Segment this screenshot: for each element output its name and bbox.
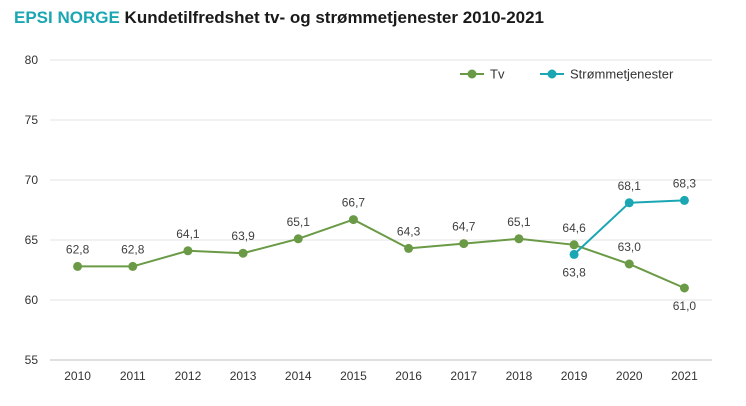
data-point: [569, 240, 579, 250]
data-point: [679, 195, 689, 205]
data-label: 64,6: [562, 221, 586, 235]
data-label: 65,1: [507, 215, 531, 229]
title-label: Kundetilfredshet tv- og strømmetjenester…: [124, 8, 545, 27]
y-tick-label: 65: [25, 233, 39, 247]
x-axis-ticks: 2010 2011 2012 2013 2014 2015 2016 2017 2018 2019…: [64, 369, 698, 383]
y-tick-label: 70: [25, 173, 39, 187]
x-tick-label: 2019: [561, 369, 588, 383]
x-tick-label: 2013: [230, 369, 257, 383]
data-point: [514, 234, 524, 244]
data-point: [238, 248, 248, 258]
data-point: [569, 249, 579, 259]
data-point: [128, 261, 138, 271]
legend-label: Tv: [490, 67, 505, 82]
series-1: 63,8 68,1 68,3: [562, 176, 696, 279]
data-label: 65,1: [287, 215, 311, 229]
legend-marker: [467, 69, 477, 79]
data-point: [624, 198, 634, 208]
x-tick-label: 2012: [175, 369, 202, 383]
y-tick-label: 75: [25, 113, 39, 127]
data-point: [348, 215, 358, 225]
y-tick-label: 80: [25, 53, 39, 67]
data-label: 61,0: [673, 299, 697, 313]
gridlines: [50, 59, 712, 361]
data-label: 64,1: [176, 227, 200, 241]
legend: Tv Strømmetjenester: [460, 67, 674, 82]
y-tick-label: 60: [25, 293, 39, 307]
x-tick-label: 2021: [671, 369, 698, 383]
data-label: 66,7: [342, 196, 366, 210]
data-label: 68,1: [618, 179, 642, 193]
data-label: 63,9: [231, 229, 255, 243]
chart-title: EPSI NORGE Kundetilfredshet tv- og strøm…: [14, 8, 544, 28]
data-point: [293, 234, 303, 244]
x-tick-label: 2020: [616, 369, 643, 383]
x-tick-label: 2011: [120, 369, 146, 383]
data-point: [679, 283, 689, 293]
data-point: [404, 243, 414, 253]
data-point: [624, 259, 634, 269]
x-tick-label: 2018: [506, 369, 533, 383]
series-0: 62,8 62,8 64,1 63,9 65,1 66,7 64,3 64,7 65,1 64,6…: [66, 196, 697, 313]
data-label: 64,7: [452, 220, 476, 234]
data-point: [183, 246, 193, 256]
x-tick-label: 2014: [285, 369, 312, 383]
data-label: 64,3: [397, 224, 421, 238]
x-tick-label: 2015: [340, 369, 367, 383]
data-label: 63,8: [562, 265, 586, 279]
x-tick-label: 2017: [450, 369, 477, 383]
y-axis-ticks: 55 60 65 70 75 80: [25, 53, 39, 367]
data-point: [73, 261, 83, 271]
legend-label: Strømmetjenester: [570, 67, 674, 82]
data-label: 68,3: [673, 176, 697, 190]
data-label: 62,8: [66, 242, 90, 256]
data-label: 62,8: [121, 242, 145, 256]
data-label: 63,0: [618, 240, 642, 254]
series-group: 62,8 62,8 64,1 63,9 65,1 66,7 64,3 64,7 65,1 64,6…: [66, 176, 697, 313]
x-tick-label: 2016: [395, 369, 422, 383]
series-line: [77, 218, 685, 289]
data-point: [459, 239, 469, 249]
y-tick-label: 55: [25, 353, 39, 367]
brand-label: EPSI NORGE: [14, 8, 120, 27]
legend-marker: [547, 69, 557, 79]
x-tick-label: 2010: [64, 369, 91, 383]
